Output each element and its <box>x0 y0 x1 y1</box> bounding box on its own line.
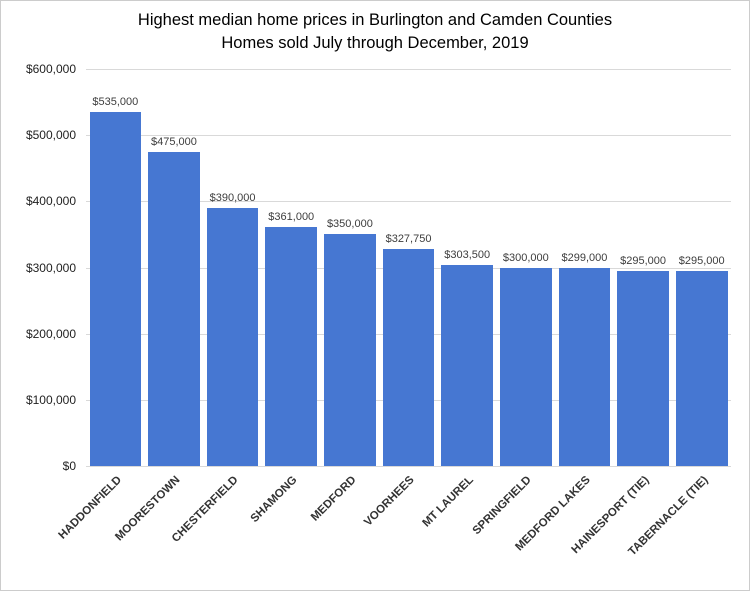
bar-cell: $300,000 <box>496 69 555 466</box>
bar-cell: $327,750 <box>379 69 438 466</box>
bar-cell: $295,000 <box>614 69 673 466</box>
x-axis-label: SHAMONG <box>248 474 300 525</box>
bar <box>500 267 552 466</box>
y-tick-label: $200,000 <box>25 326 76 341</box>
bar-cell: $390,000 <box>203 69 262 466</box>
y-tick-label: $300,000 <box>25 260 76 275</box>
gridline <box>86 466 731 467</box>
x-axis-label: CHESTERFIELD <box>170 474 242 545</box>
plot-area: $535,000 $475,000 $390,000 $361,000 $350,000… <box>86 69 731 467</box>
bar-value-label: $327,750 <box>385 233 432 246</box>
bar <box>148 151 200 466</box>
y-tick-label: $100,000 <box>25 392 76 407</box>
bar-cell: $350,000 <box>321 69 380 466</box>
bar-value-label: $350,000 <box>326 218 373 231</box>
chart-title: Highest median home prices in Burlington… <box>137 11 613 29</box>
bar-value-label: $299,000 <box>561 252 608 265</box>
x-axis-label: VOORHEES <box>362 474 417 529</box>
bar-value-label: $295,000 <box>678 254 725 267</box>
bar-cell: $361,000 <box>262 69 321 466</box>
y-tick-label: $0 <box>62 459 76 473</box>
x-axis-label: MEDFORD <box>308 474 359 524</box>
bar-cell: $535,000 <box>86 69 145 466</box>
y-axis: $600,000 $500,000 $400,000 $300,000 $200,000… <box>1 62 76 473</box>
bar <box>265 227 318 466</box>
bar <box>441 265 493 466</box>
bar-value-label: $295,000 <box>620 254 667 267</box>
y-tick-label: $600,000 <box>25 62 76 76</box>
bar <box>382 249 435 466</box>
bar <box>558 268 611 466</box>
bar <box>89 112 142 466</box>
x-axis-label: HADDONFIELD <box>56 474 124 542</box>
gridline <box>86 201 731 203</box>
bar-cell: $303,500 <box>438 69 497 466</box>
gridline <box>86 69 731 70</box>
bar-cell: $295,000 <box>672 69 731 466</box>
chart-title-block: Highest median home prices in Burlington… <box>1 9 749 55</box>
bar <box>324 234 376 466</box>
bar-cell: $299,000 <box>555 69 614 466</box>
bar <box>206 207 259 466</box>
bar-value-label: $390,000 <box>209 191 256 204</box>
gridline <box>86 135 731 137</box>
bar-series: $535,000 $475,000 $390,000 $361,000 $350,000… <box>86 69 731 466</box>
bar-value-label: $535,000 <box>92 96 139 109</box>
bar-cell: $475,000 <box>145 69 204 466</box>
x-axis-label: MT LAUREL <box>420 474 476 530</box>
bar <box>675 270 728 466</box>
bar-value-label: $303,500 <box>444 249 491 262</box>
x-axis-label: SPRINGFIELD <box>471 474 535 538</box>
bar-value-label: $361,000 <box>268 211 315 224</box>
bar <box>617 270 669 466</box>
chart-subtitle: Homes sold July through December, 2019 <box>221 34 529 52</box>
y-tick-label: $500,000 <box>25 128 76 143</box>
bar-value-label: $300,000 <box>502 251 549 264</box>
y-tick-label: $400,000 <box>25 194 76 209</box>
bar-value-label: $475,000 <box>151 135 197 148</box>
